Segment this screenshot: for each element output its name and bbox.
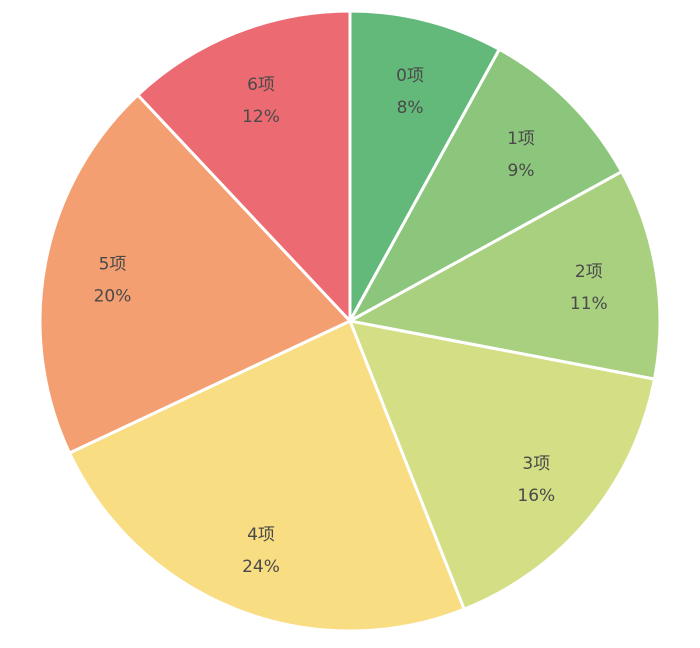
slice-percent-label-3: 16%	[517, 486, 555, 506]
slice-category-label-4: 4项	[247, 525, 275, 545]
slice-label-1: 1项 9%	[507, 129, 535, 181]
slice-label-0: 0项 8%	[396, 66, 424, 118]
slice-percent-label-0: 8%	[397, 98, 424, 118]
slice-category-label-5: 5项	[99, 255, 127, 275]
pie-slice-4	[68, 319, 466, 633]
slice-percent-label-6: 12%	[242, 107, 280, 127]
pie-slice-5	[38, 93, 352, 455]
slice-label-5: 5项 20%	[94, 255, 132, 307]
slice-category-label-0: 0项	[396, 66, 424, 86]
pie-slice-3	[348, 319, 657, 611]
pie-slice-0	[348, 9, 501, 323]
pie-slice-2	[348, 170, 662, 381]
slice-label-2: 2项 11%	[570, 262, 608, 314]
slice-percent-label-4: 24%	[242, 557, 280, 577]
slice-percent-label-5: 20%	[94, 287, 132, 307]
slice-category-label-1: 1项	[507, 129, 535, 149]
slice-label-6: 6项 12%	[242, 75, 280, 127]
pie-labels: 0项 8% 1项 9% 2项 11% 3项 16% 4项 24% 5项 20% 6项 12%	[94, 66, 608, 577]
slice-category-label-3: 3项	[522, 454, 550, 474]
pie-slices	[38, 9, 662, 633]
slice-category-label-2: 2项	[575, 262, 603, 282]
slice-percent-label-2: 11%	[570, 294, 608, 314]
slice-label-3: 3项 16%	[517, 454, 555, 506]
pie-slice-1	[348, 47, 624, 323]
slice-percent-label-1: 9%	[508, 161, 535, 181]
slice-category-label-6: 6项	[247, 75, 275, 95]
pie-slice-6	[136, 9, 352, 323]
slice-label-4: 4项 24%	[242, 525, 280, 577]
